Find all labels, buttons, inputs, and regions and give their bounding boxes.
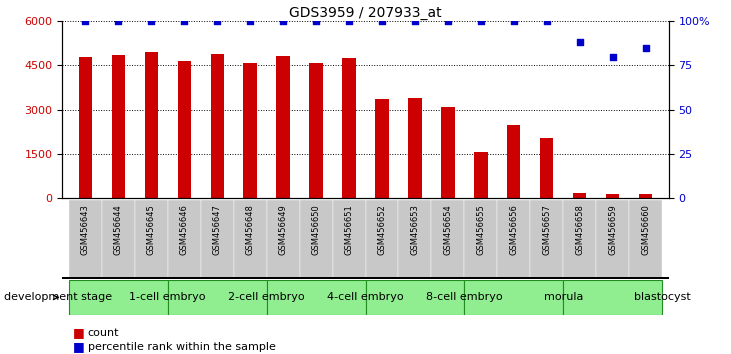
Bar xyxy=(342,58,355,198)
Bar xyxy=(573,193,586,198)
Text: GSM456656: GSM456656 xyxy=(510,204,518,255)
Point xyxy=(376,18,388,24)
Bar xyxy=(200,200,234,278)
Bar xyxy=(629,200,662,278)
Text: GSM456647: GSM456647 xyxy=(213,204,221,255)
Bar xyxy=(211,54,224,198)
Point xyxy=(244,18,256,24)
Bar xyxy=(376,99,389,198)
Point xyxy=(310,18,322,24)
Bar xyxy=(564,200,596,278)
Bar xyxy=(333,200,366,278)
Text: GSM456648: GSM456648 xyxy=(246,204,254,255)
Bar xyxy=(79,57,92,198)
Text: 2-cell embryo: 2-cell embryo xyxy=(228,292,305,302)
Bar xyxy=(167,280,267,315)
Text: development stage: development stage xyxy=(4,292,112,302)
Point xyxy=(541,18,553,24)
Bar xyxy=(409,98,422,198)
Text: GSM456646: GSM456646 xyxy=(180,204,189,255)
Text: ■: ■ xyxy=(73,341,85,353)
Text: GSM456657: GSM456657 xyxy=(542,204,551,255)
Bar xyxy=(167,200,200,278)
Text: GSM456655: GSM456655 xyxy=(477,204,485,255)
Bar xyxy=(300,200,333,278)
Point xyxy=(80,18,91,24)
Bar xyxy=(464,280,564,315)
Text: count: count xyxy=(88,328,119,338)
Bar xyxy=(596,200,629,278)
Bar xyxy=(431,200,464,278)
Text: GSM456660: GSM456660 xyxy=(641,204,651,255)
Text: GSM456645: GSM456645 xyxy=(147,204,156,255)
Point xyxy=(475,18,487,24)
Bar xyxy=(464,200,497,278)
Point xyxy=(277,18,289,24)
Text: ■: ■ xyxy=(73,326,85,339)
Text: GSM456652: GSM456652 xyxy=(377,204,387,255)
Bar xyxy=(112,55,125,198)
Bar xyxy=(564,280,662,315)
Point xyxy=(211,18,223,24)
Text: morula: morula xyxy=(544,292,583,302)
Bar xyxy=(69,280,167,315)
Bar xyxy=(135,200,167,278)
Bar xyxy=(69,200,102,278)
Point xyxy=(607,54,618,59)
Bar xyxy=(606,194,619,198)
Bar xyxy=(102,200,135,278)
Point xyxy=(343,18,355,24)
Point xyxy=(178,18,190,24)
Bar xyxy=(507,125,520,198)
Bar xyxy=(234,200,267,278)
Bar xyxy=(309,63,322,198)
Bar xyxy=(145,52,158,198)
Text: blastocyst: blastocyst xyxy=(634,292,691,302)
Text: GSM456654: GSM456654 xyxy=(444,204,452,255)
Text: GSM456658: GSM456658 xyxy=(575,204,584,255)
Bar xyxy=(267,280,366,315)
Point xyxy=(409,18,421,24)
Bar xyxy=(398,200,431,278)
Text: GSM456653: GSM456653 xyxy=(411,204,420,255)
Text: GSM456644: GSM456644 xyxy=(114,204,123,255)
Text: 8-cell embryo: 8-cell embryo xyxy=(426,292,503,302)
Bar xyxy=(243,63,257,198)
Text: GSM456659: GSM456659 xyxy=(608,204,617,255)
Text: GSM456650: GSM456650 xyxy=(311,204,320,255)
Text: 4-cell embryo: 4-cell embryo xyxy=(327,292,404,302)
Text: GSM456649: GSM456649 xyxy=(279,204,287,255)
Text: GSM456651: GSM456651 xyxy=(344,204,354,255)
Bar xyxy=(276,56,289,198)
Bar xyxy=(366,200,398,278)
Bar xyxy=(639,194,652,198)
Text: percentile rank within the sample: percentile rank within the sample xyxy=(88,342,276,352)
Bar xyxy=(267,200,300,278)
Point xyxy=(442,18,454,24)
Point xyxy=(145,18,157,24)
Bar xyxy=(540,138,553,198)
Text: GSM456643: GSM456643 xyxy=(80,204,90,255)
Text: 1-cell embryo: 1-cell embryo xyxy=(129,292,206,302)
Bar xyxy=(474,152,488,198)
Bar xyxy=(442,107,455,198)
Bar xyxy=(531,200,564,278)
Bar xyxy=(178,61,191,198)
Bar xyxy=(366,280,464,315)
Point xyxy=(640,45,651,51)
Point xyxy=(574,40,586,45)
Point xyxy=(508,18,520,24)
Title: GDS3959 / 207933_at: GDS3959 / 207933_at xyxy=(289,6,442,20)
Point xyxy=(113,18,124,24)
Bar xyxy=(497,200,531,278)
